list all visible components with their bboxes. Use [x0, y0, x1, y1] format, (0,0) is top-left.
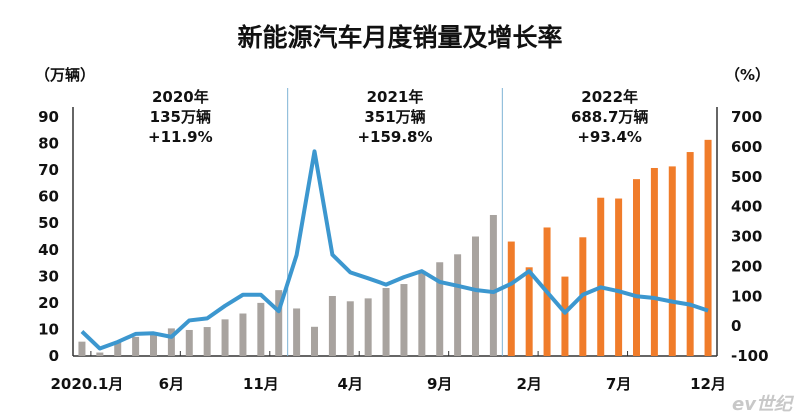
y-left-tick-label: 80 [38, 135, 59, 153]
x-tick-label: 4月 [338, 375, 363, 393]
y-left-tick-label: 70 [38, 161, 59, 179]
bar-sales [650, 167, 658, 356]
x-tick-label: 2月 [516, 375, 541, 393]
bar-sales [364, 298, 372, 356]
bar-sales [203, 327, 211, 356]
bar-sales [668, 166, 676, 356]
y-right-tick-label: 300 [731, 228, 762, 246]
bar-sales [686, 152, 694, 356]
bar-sales [436, 262, 444, 356]
y-right-axis-label: （%） [725, 66, 770, 84]
watermark-logo: ev世纪 [732, 394, 792, 415]
annotation-year: 2021年 [367, 88, 424, 106]
y-left-tick-label: 50 [38, 214, 59, 232]
chart-title: 新能源汽车月度销量及增长率 [237, 23, 563, 52]
bar-sales [132, 336, 140, 356]
y-right-tick-label: 500 [731, 168, 762, 186]
annotation-growth: +93.4% [577, 128, 642, 146]
bar-sales [221, 319, 229, 356]
annotation-total: 135万辆 [150, 108, 211, 126]
x-tick-label: 7月 [606, 375, 631, 393]
annotation-total: 351万辆 [364, 108, 425, 126]
annotation-growth: +11.9% [148, 128, 213, 146]
x-tick-label: 11月 [243, 375, 279, 393]
y-right-tick-label: 0 [731, 317, 741, 335]
bar-sales [454, 254, 462, 356]
bar-sales [328, 295, 336, 356]
y-right-tick-label: 700 [731, 108, 762, 126]
x-tick-label: 9月 [427, 375, 452, 393]
y-right-tick-label: 200 [731, 257, 762, 275]
bar-sales [472, 236, 479, 356]
bar-sales [525, 267, 533, 356]
y-left-tick-label: 90 [38, 108, 59, 126]
y-left-axis-label: （万辆） [35, 66, 95, 84]
bar-sales [507, 241, 515, 356]
bar-sales [275, 290, 283, 356]
bar-sales [382, 288, 390, 356]
bar-sales [167, 328, 175, 356]
y-left-tick-label: 10 [38, 320, 59, 338]
y-left-tick-label: 20 [38, 294, 59, 312]
y-left-tick-label: 30 [38, 267, 59, 285]
y-right-tick-label: 400 [731, 198, 762, 216]
y-right-tick-label: 100 [731, 287, 762, 305]
bar-sales [257, 302, 265, 356]
y-left-tick-label: 60 [38, 188, 59, 206]
bar-sales [633, 179, 640, 356]
x-tick-label: 6月 [159, 375, 184, 393]
bar-sales [185, 329, 193, 356]
annotation-year: 2022年 [581, 88, 638, 106]
bar-sales [311, 326, 318, 356]
bar-sales [615, 198, 623, 356]
y-left-tick-label: 0 [49, 347, 59, 365]
bar-sales [597, 197, 605, 356]
x-tick-label: 12月 [690, 375, 726, 393]
annotation-growth: +159.8% [357, 128, 432, 146]
bar-sales [293, 308, 301, 356]
annotation-year: 2020年 [152, 88, 209, 106]
bar-sales [96, 352, 104, 356]
y-right-tick-label: 600 [731, 138, 762, 156]
annotation-total: 688.7万辆 [571, 108, 648, 126]
y-left-tick-label: 40 [38, 241, 59, 259]
bar-sales [239, 313, 247, 356]
line-growth [80, 149, 709, 351]
bar-sales [346, 301, 354, 356]
bar-sales [418, 270, 426, 356]
y-right-tick-label: -100 [731, 347, 769, 365]
bar-sales [150, 334, 157, 356]
bar-sales [114, 341, 122, 356]
bar-sales [78, 341, 86, 356]
bar-sales [400, 284, 408, 356]
bar-sales [704, 139, 712, 356]
bar-sales [561, 276, 569, 356]
bar-sales [489, 214, 497, 356]
x-tick-label: 2020.1月 [50, 375, 123, 393]
